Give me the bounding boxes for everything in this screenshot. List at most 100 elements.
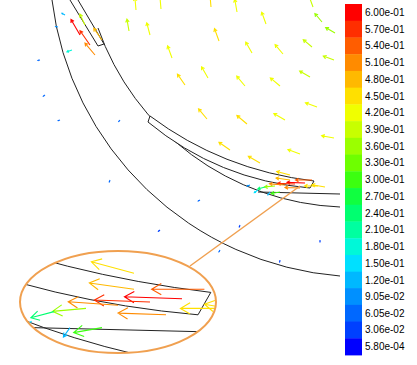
- vector-arrow: [177, 74, 185, 85]
- colorbar-label: 5.40e-01: [365, 40, 405, 51]
- vector-arrow: [67, 50, 72, 52]
- vector-arrow: [235, 144, 275, 155]
- colorbar-swatch: [345, 205, 362, 222]
- vector-arrow: [53, 305, 86, 316]
- vector-arrow: [208, 0, 211, 7]
- vector-arrow: [219, 142, 230, 150]
- vector-arrow: [323, 55, 334, 60]
- colorbar-label: 1.50e-01: [365, 258, 405, 269]
- colorbar-swatch: [345, 305, 362, 322]
- vector-arrow: [258, 187, 265, 190]
- colorbar-label: 6.00e-01: [365, 7, 405, 18]
- colorbar-label: 5.80e-04: [365, 341, 405, 352]
- vector-arrow: [80, 14, 85, 25]
- colorbar-swatch: [345, 288, 362, 305]
- vector-arrow: [288, 149, 300, 154]
- outer-wall: [0, 0, 294, 365]
- vector-arrow: [300, 71, 310, 77]
- colorbar-swatch: [345, 255, 362, 272]
- vector-arrow: [94, 28, 102, 40]
- colorbar-label: 3.60e-01: [365, 141, 405, 152]
- blade: [148, 116, 314, 188]
- vector-arrow: [261, 12, 266, 24]
- vector-arrow: [270, 78, 280, 86]
- vector-arrow: [63, 328, 70, 337]
- vector-arrow: [269, 182, 285, 185]
- inner-wall: [0, 0, 294, 365]
- colorbar-label: 5.10e-01: [365, 57, 405, 68]
- vector-arrow: [0, 305, 6, 309]
- vector-arrow: [214, 29, 219, 41]
- blade: [0, 84, 211, 314]
- vector-arrow: [265, 185, 275, 188]
- inset: [0, 0, 294, 365]
- colorbar-label: 2.70e-01: [365, 191, 405, 202]
- blade: [70, 0, 104, 46]
- colorbar-label: 3.00e-01: [365, 174, 405, 185]
- vector-arrow: [146, 23, 150, 35]
- vector-arrow: [167, 46, 172, 58]
- colorbar-swatch: [345, 171, 362, 188]
- vector-arrow: [296, 178, 313, 182]
- vector-arrow: [303, 40, 312, 47]
- inset-zoom: [0, 0, 294, 365]
- vector-arrow: [127, 190, 166, 206]
- inset-connector: [190, 186, 300, 266]
- vector-arrow: [308, 0, 313, 7]
- colorbar-label: 3.06e-02: [365, 324, 405, 335]
- vector-arrow: [322, 135, 334, 138]
- vector-arrow: [315, 14, 322, 23]
- vector-arrow: [126, 19, 129, 31]
- colorbar-label: 9.05e-02: [365, 291, 405, 302]
- plot-area: [38, 0, 340, 276]
- colorbar-label: 4.20e-01: [365, 107, 405, 118]
- colorbar-swatch: [345, 37, 362, 54]
- vector-arrow: [109, 180, 111, 182]
- vector-arrow: [183, 40, 220, 55]
- vector-arrow: [254, 190, 258, 193]
- vector-arrow: [56, 26, 58, 28]
- vector-arrow: [74, 325, 102, 336]
- colorbar: 6.00e-015.70e-015.40e-015.10e-014.80e-01…: [345, 4, 405, 355]
- gap-wall: [258, 192, 340, 194]
- colorbar-swatch: [345, 21, 362, 38]
- vector-arrow: [219, 250, 220, 252]
- vector-arrow: [1, 213, 38, 235]
- vector-arrow: [38, 59, 40, 61]
- vector-arrow: [237, 76, 245, 86]
- colorbar-swatch: [345, 272, 362, 289]
- vector-arrow: [239, 225, 241, 227]
- vector-arrow: [180, 303, 223, 314]
- vector-arrow: [31, 311, 54, 320]
- inner-wall: [98, 28, 340, 207]
- vector-arrow: [199, 109, 207, 119]
- vector-arrow: [305, 102, 317, 107]
- vector-arrow: [118, 308, 166, 319]
- colorbar-swatch: [345, 121, 362, 138]
- vector-arrow: [91, 259, 134, 273]
- colorbar-label: 3.30e-01: [365, 157, 405, 168]
- vector-arrow: [246, 42, 252, 53]
- colorbar-swatch: [345, 54, 362, 71]
- vector-arrow: [119, 120, 120, 122]
- colorbar-swatch: [345, 88, 362, 105]
- colorbar-label: 2.40e-01: [365, 208, 405, 219]
- vector-arrow: [271, 191, 280, 194]
- vector-arrow: [58, 119, 60, 121]
- vector-arrow: [152, 284, 205, 295]
- colorbar-label: 1.20e-01: [365, 275, 405, 286]
- vector-arrow: [204, 300, 246, 311]
- colorbar-swatch: [345, 222, 362, 239]
- colorbar-label: 4.80e-01: [365, 74, 405, 85]
- vector-arrow: [319, 240, 321, 242]
- colorbar-swatch: [345, 322, 362, 339]
- gap-wall: [32, 328, 294, 334]
- colorbar-label: 6.05e-02: [365, 308, 405, 319]
- colorbar-label: 4.50e-01: [365, 91, 405, 102]
- colorbar-label: 3.90e-01: [365, 124, 405, 135]
- vector-arrow: [276, 177, 290, 180]
- vector-arrow: [305, 184, 319, 188]
- vector-arrow: [268, 192, 270, 195]
- vector-arrow: [43, 95, 45, 96]
- vector-arrow: [248, 156, 260, 163]
